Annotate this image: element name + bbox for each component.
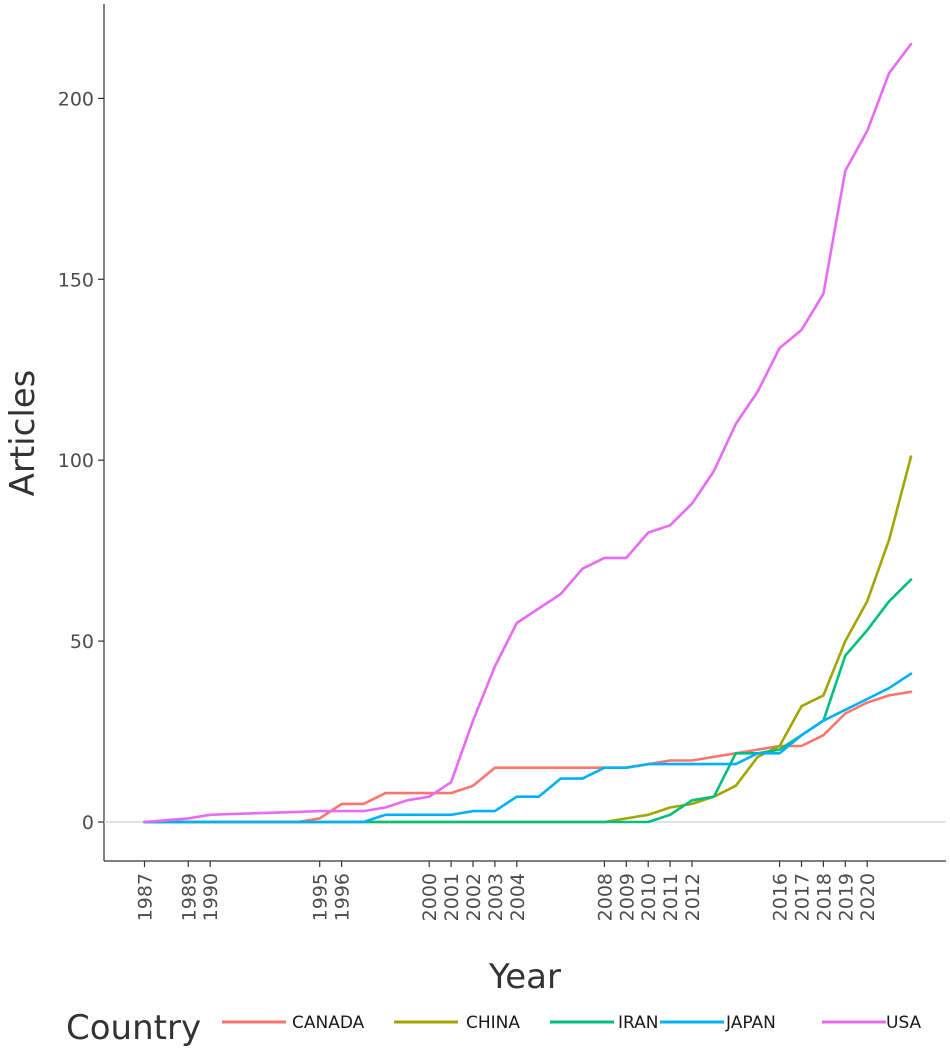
x-tick-label: 1987 (135, 873, 157, 921)
y-ticks: 0 50 100 150 200 (58, 88, 104, 834)
y-tick-label: 0 (82, 812, 94, 834)
y-tick-label: 200 (58, 88, 94, 110)
x-tick-label: 1989 (178, 873, 200, 921)
x-tick-label: 2016 (770, 873, 792, 921)
series-layer (143, 42, 913, 824)
x-tick-label: 2011 (660, 873, 682, 921)
legend-label-china: CHINA (466, 1013, 520, 1033)
series-line-usa (143, 42, 913, 824)
x-axis-title: Year (488, 957, 561, 997)
series-line-japan (143, 672, 913, 824)
x-tick-label: 2008 (594, 873, 616, 921)
x-tick-label: 1996 (332, 873, 354, 921)
legend-label-usa: USA (886, 1013, 922, 1033)
x-tick-label: 2002 (463, 873, 485, 921)
series-line-canada (143, 690, 913, 824)
x-tick-label: 2010 (638, 873, 660, 921)
legend-label-canada: CANADA (292, 1013, 365, 1033)
x-tick-label: 2017 (792, 873, 814, 921)
legend: Country CANADA CHINA IRAN JAPAN USA (66, 1008, 922, 1048)
y-tick-label: 50 (70, 631, 94, 653)
x-tick-label: 2012 (682, 873, 704, 921)
x-tick-label: 2018 (813, 873, 835, 921)
x-tick-label: 2020 (857, 873, 879, 921)
x-tick-label: 2019 (835, 873, 857, 921)
y-tick-label: 150 (58, 269, 94, 291)
legend-label-iran: IRAN (618, 1013, 658, 1033)
legend-title: Country (66, 1008, 201, 1048)
x-tick-label: 1990 (200, 873, 222, 921)
x-tick-label: 2003 (485, 873, 507, 921)
x-ticks: 1987 1989 1990 1995 1996 2000 2001 2002 2003 2004… (135, 861, 879, 921)
x-tick-label: 2009 (616, 873, 638, 921)
x-tick-label: 1995 (310, 873, 332, 921)
x-tick-label: 2001 (441, 873, 463, 921)
x-tick-label: 2000 (419, 873, 441, 921)
y-tick-label: 100 (58, 450, 94, 472)
y-axis-title: Articles (3, 370, 43, 497)
x-tick-label: 2004 (507, 873, 529, 921)
legend-label-japan: JAPAN (725, 1013, 776, 1033)
axes (103, 4, 946, 862)
